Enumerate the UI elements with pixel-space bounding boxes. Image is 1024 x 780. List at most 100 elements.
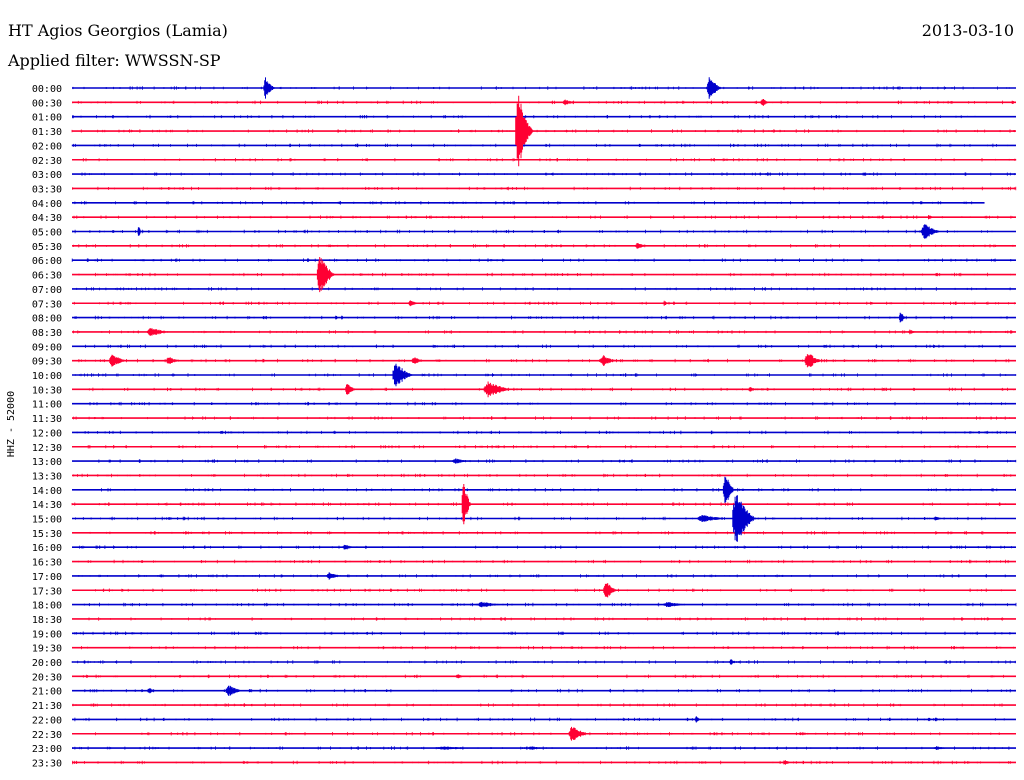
seismic-event xyxy=(452,458,470,464)
trace-noise xyxy=(85,488,1016,492)
trace-noise xyxy=(79,545,1012,549)
trace-noise xyxy=(76,287,1011,291)
row-time-label: 01:00 xyxy=(32,113,62,124)
row-time-label: 17:30 xyxy=(32,586,62,597)
row-time-label: 18:00 xyxy=(32,601,62,612)
seismic-event xyxy=(137,227,142,236)
seismic-event xyxy=(408,300,421,307)
row-time-label: 03:00 xyxy=(32,170,62,181)
row-time-label: 17:00 xyxy=(32,572,62,583)
seismic-event xyxy=(436,746,481,750)
seismic-event xyxy=(798,732,815,736)
trace-noise xyxy=(71,143,1009,148)
row-time-label: 16:30 xyxy=(32,558,62,569)
chart-subtitle: Applied filter: WWSSN-SP xyxy=(7,51,221,70)
row-time-label: 12:00 xyxy=(32,428,62,439)
seismic-event xyxy=(732,495,758,542)
trace-noise xyxy=(73,416,1016,420)
row-time-label: 09:00 xyxy=(32,342,62,353)
row-time-label: 12:30 xyxy=(32,443,62,454)
row-time-label: 21:30 xyxy=(32,701,62,712)
seismic-event xyxy=(345,384,359,395)
trace-noise xyxy=(85,344,1001,349)
seismic-event xyxy=(568,726,591,741)
trace-noise xyxy=(89,401,1010,406)
trace-noise xyxy=(71,502,1006,506)
row-time-label: 22:00 xyxy=(32,715,62,726)
seismic-event xyxy=(461,484,472,525)
seismic-event xyxy=(748,387,758,392)
seismic-event xyxy=(804,354,824,368)
seismic-event xyxy=(411,357,428,364)
trace-noise xyxy=(87,445,988,449)
row-time-label: 22:30 xyxy=(32,730,62,741)
row-time-label: 04:30 xyxy=(32,213,62,224)
chart-title: HT Agios Georgios (Lamia) xyxy=(8,21,228,40)
row-time-label: 11:30 xyxy=(32,414,62,425)
row-time-label: 03:30 xyxy=(32,184,62,195)
trace-noise xyxy=(78,574,1007,578)
row-time-label: 16:00 xyxy=(32,543,62,554)
row-time-label: 00:00 xyxy=(32,84,62,95)
seismic-event xyxy=(782,760,793,765)
seismic-event xyxy=(562,99,579,106)
trace-noise xyxy=(89,531,1008,535)
row-time-label: 10:30 xyxy=(32,385,62,396)
row-time-label: 00:30 xyxy=(32,98,62,109)
trace-noise xyxy=(73,330,1013,334)
seismic-event xyxy=(165,357,185,364)
seismic-event xyxy=(527,746,549,750)
row-time-label: 05:30 xyxy=(32,242,62,253)
seismic-event xyxy=(694,716,702,723)
trace-noise xyxy=(74,201,982,205)
seismic-event xyxy=(927,215,935,220)
row-time-label: 13:00 xyxy=(32,457,62,468)
row-time-label: 04:00 xyxy=(32,199,62,210)
seismic-event xyxy=(483,381,516,398)
trace-noise xyxy=(71,660,1016,664)
seismic-event xyxy=(921,224,943,239)
trace-noise xyxy=(78,272,1011,277)
row-time-label: 10:00 xyxy=(32,371,62,382)
trace-noise xyxy=(74,315,1008,320)
seismic-event xyxy=(634,243,651,249)
trace-noise xyxy=(81,645,1016,650)
seismic-event xyxy=(722,476,736,503)
row-time-label: 07:30 xyxy=(32,299,62,310)
seismic-event xyxy=(342,544,358,550)
trace-noise xyxy=(81,172,1015,176)
row-time-label: 23:30 xyxy=(32,758,62,769)
y-axis-label: HHZ - 52000 xyxy=(6,391,17,457)
seismic-event xyxy=(477,601,507,608)
row-time-label: 06:00 xyxy=(32,256,62,267)
trace-noise xyxy=(72,114,976,119)
seismic-event xyxy=(225,685,245,696)
seismic-event xyxy=(697,515,731,522)
trace-noise xyxy=(73,473,1012,478)
row-time-label: 21:00 xyxy=(32,687,62,698)
row-time-label: 23:00 xyxy=(32,744,62,755)
seismic-event xyxy=(326,572,342,580)
chart-date: 2013-03-10 xyxy=(922,21,1014,40)
seismic-event xyxy=(707,77,724,99)
trace-noise xyxy=(98,459,1017,463)
seismic-event xyxy=(147,328,173,336)
row-time-label: 08:00 xyxy=(32,314,62,325)
trace-noise xyxy=(72,703,1003,707)
seismic-event xyxy=(933,746,951,750)
row-time-label: 07:00 xyxy=(32,285,62,296)
seismic-event xyxy=(603,583,620,598)
row-time-label: 18:30 xyxy=(32,615,62,626)
trace-noise xyxy=(78,559,1009,564)
trace-rows: 00:00 00:30 01:00 01:30 02:00 02:30 03:00 03:30… xyxy=(32,77,1017,769)
trace-noise xyxy=(76,430,1016,435)
trace-noise xyxy=(84,688,1016,693)
seismic-event xyxy=(455,674,465,679)
row-time-label: 15:00 xyxy=(32,515,62,526)
row-time-label: 09:30 xyxy=(32,357,62,368)
row-time-label: 05:00 xyxy=(32,228,62,239)
seismic-event xyxy=(663,300,670,306)
seismic-event xyxy=(933,516,944,521)
trace-noise xyxy=(74,631,1011,636)
